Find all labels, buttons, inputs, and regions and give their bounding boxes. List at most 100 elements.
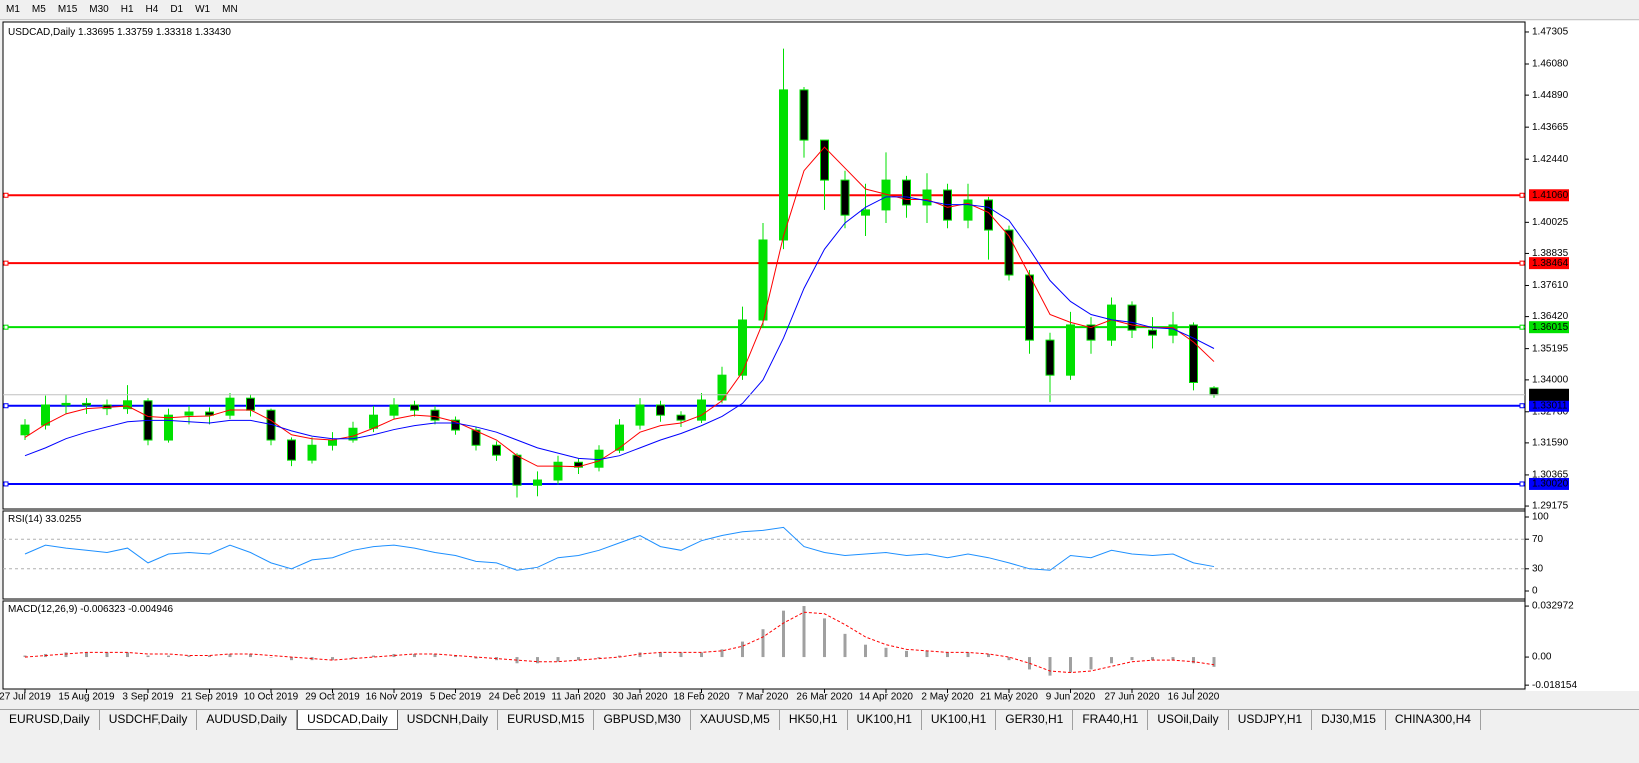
candle-body: [61, 402, 71, 406]
y-tick-label: 1.38835: [1532, 248, 1569, 259]
chart-tab[interactable]: USDCAD,Daily: [297, 710, 398, 730]
chart-tab[interactable]: USDCNH,Daily: [398, 710, 499, 730]
macd-bar: [290, 657, 293, 661]
x-tick-label: 30 Jan 2020: [612, 692, 667, 703]
candle-body: [553, 461, 563, 481]
y-tick-label: 1.46080: [1532, 59, 1569, 70]
macd-bar: [597, 657, 601, 659]
macd-bar: [1069, 657, 1072, 673]
macd-bar: [1151, 657, 1154, 661]
macd-bar: [659, 652, 662, 658]
moving-average: [24, 196, 1215, 461]
chart-tab[interactable]: FRA40,H1: [1073, 710, 1149, 730]
y-tick-label: -0.018154: [1532, 680, 1577, 691]
timeframe-button[interactable]: W1: [195, 4, 211, 15]
y-tick-label: 70: [1532, 534, 1544, 545]
candle-body: [307, 444, 317, 461]
chart-window: 1.47305 1.46080 1.44890 1.43665 1.42440 1.400…: [0, 21, 1639, 703]
candle-body: [840, 179, 850, 216]
chart-tab[interactable]: DJ30,M15: [1312, 710, 1386, 730]
macd-bar: [536, 657, 539, 664]
chart-tabs: EURUSD,Daily USDCHF,Daily AUDUSD,Daily USDC…: [0, 709, 1639, 730]
x-tick-label: 9 Jun 2020: [1046, 692, 1096, 703]
header-open: 1.33695: [78, 27, 115, 38]
chart-tab[interactable]: UK100,H1: [848, 710, 922, 730]
level-handle: [3, 324, 9, 330]
y-tick-label: 0.032972: [1532, 601, 1574, 612]
candle-body: [492, 444, 501, 456]
timeframe-button[interactable]: M30: [89, 4, 109, 15]
y-tick-label: 1.40025: [1532, 217, 1569, 228]
chart-tab[interactable]: CHINA300,H4: [1386, 710, 1481, 730]
timeframe-button[interactable]: M5: [31, 4, 46, 15]
level-label-bg: [1529, 189, 1569, 202]
timeframe-button[interactable]: D1: [170, 4, 184, 15]
candle-body: [963, 199, 973, 221]
header-high: 1.33759: [117, 27, 154, 38]
macd-bar: [64, 652, 68, 658]
last-price-bg: [1529, 388, 1569, 401]
timeframe-button[interactable]: H1: [120, 4, 134, 15]
macd-bar: [720, 649, 724, 658]
chart-tab[interactable]: EURUSD,Daily: [0, 710, 100, 730]
chart-tab[interactable]: AUDUSD,Daily: [197, 710, 298, 730]
candle-body: [512, 454, 522, 486]
level-handle: [3, 403, 9, 409]
timeframe-button[interactable]: M1: [6, 4, 20, 15]
candle-body: [164, 414, 173, 441]
candle-body: [779, 89, 788, 241]
indicator-header: RSI(14) 33.0255: [8, 514, 82, 525]
indicator-name: MACD(12,26,9): [8, 604, 77, 615]
macd-bar: [515, 657, 519, 664]
macd-bar: [167, 655, 170, 658]
y-tick-label: 1.30365: [1532, 470, 1569, 481]
candle-body: [82, 402, 91, 406]
macd-bar: [925, 650, 929, 658]
candle-body: [902, 179, 911, 206]
chart-header: USDCAD,Daily 1.33695 1.33759 1.33318 1.3…: [8, 27, 231, 38]
y-tick-label: 1.44890: [1532, 90, 1569, 101]
macd-bar: [618, 655, 621, 658]
chart-tab[interactable]: GBPUSD,M30: [594, 710, 691, 730]
macd-bar: [905, 650, 908, 658]
candle-body: [410, 404, 419, 411]
candle-body: [1025, 274, 1034, 341]
y-tick-label: 1.35195: [1532, 343, 1569, 354]
level-handle: [3, 260, 9, 266]
chart-tab[interactable]: UK100,H1: [922, 710, 997, 730]
macd-bar: [187, 655, 191, 658]
timeframe-button[interactable]: MN: [222, 4, 238, 15]
chart-tab[interactable]: USOil,Daily: [1148, 710, 1229, 730]
timeframe-button[interactable]: M15: [57, 4, 78, 15]
macd-bar: [1171, 657, 1175, 661]
level-handle: [3, 481, 9, 487]
chart-tab[interactable]: EURUSD,M15: [498, 710, 595, 730]
y-tick-label: 100: [1532, 512, 1549, 523]
chart-tab[interactable]: GER30,H1: [996, 710, 1074, 730]
chart-tab[interactable]: HK50,H1: [780, 710, 848, 730]
x-tick-label: 7 Mar 2020: [738, 692, 789, 703]
indicator-value: 33.0255: [45, 514, 82, 525]
macd-bar: [1192, 657, 1195, 664]
candle-body: [41, 404, 50, 426]
level-label: 1.33011: [1532, 400, 1568, 411]
x-tick-label: 16 Nov 2019: [366, 692, 423, 703]
chart-tab[interactable]: USDCHF,Daily: [100, 710, 198, 730]
candle-body: [635, 404, 645, 426]
y-tick-label: 1.42440: [1532, 154, 1569, 165]
x-tick-label: 27 Jun 2020: [1104, 692, 1159, 703]
timeframe-button[interactable]: H4: [145, 4, 159, 15]
candle-body: [1045, 339, 1055, 376]
macd-bar: [1048, 657, 1052, 676]
x-tick-label: 5 Dec 2019: [430, 692, 482, 703]
x-tick-label: 29 Oct 2019: [305, 692, 360, 703]
candle-body: [225, 397, 235, 416]
macd-value: -0.006323: [80, 604, 125, 615]
candle-body: [328, 439, 337, 446]
chart-tab[interactable]: XAUUSD,M5: [691, 710, 780, 730]
x-tick-label: 11 Jan 2020: [551, 692, 606, 703]
x-tick-label: 21 Sep 2019: [181, 692, 238, 703]
candle-body: [184, 411, 194, 416]
candle-body: [758, 239, 768, 321]
chart-tab[interactable]: USDJPY,H1: [1229, 710, 1313, 730]
